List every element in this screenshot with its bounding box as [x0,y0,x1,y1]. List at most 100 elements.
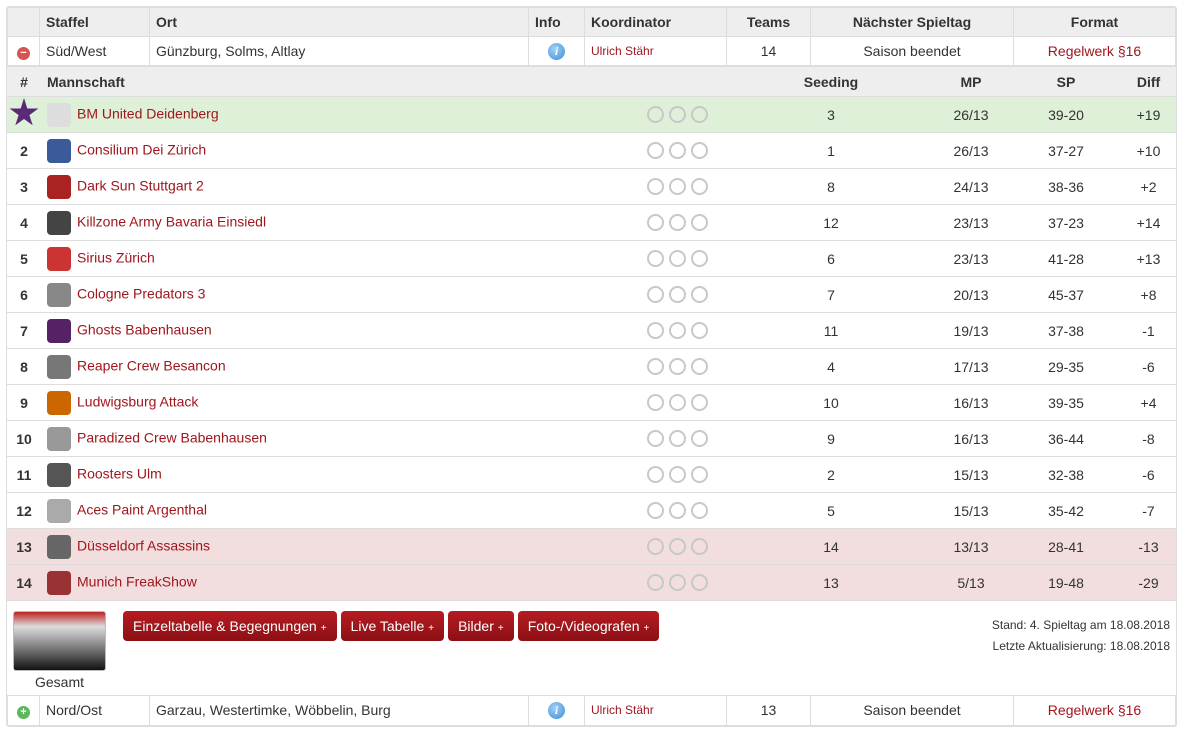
bilder-button[interactable]: Bilder + [448,611,514,641]
team-photo-icon[interactable] [669,178,686,196]
table-row[interactable]: 5 Sirius Zürich 6 23/13 41-28 +13 [7,240,1176,277]
history-icon[interactable] [647,286,664,304]
player-icon[interactable] [691,430,708,448]
match-points: 19/13 [931,312,1011,349]
division-row[interactable]: + Nord/Ost Garzau, Westertimke, Wöbbelin… [7,696,1176,726]
player-icon[interactable] [691,286,708,304]
team-name-link[interactable]: Cologne Predators 3 [77,285,206,302]
history-icon[interactable] [647,322,664,340]
table-row[interactable]: 6 Cologne Predators 3 7 20/13 45-37 +8 [7,276,1176,313]
team-photo-icon[interactable] [669,538,686,556]
table-row[interactable]: 9 Ludwigsburg Attack 10 16/13 39-35 +4 [7,384,1176,421]
player-icon[interactable] [691,250,708,268]
history-icon[interactable] [647,178,664,196]
info-icon[interactable]: i [548,43,565,60]
history-icon[interactable] [647,538,664,556]
team-photo-icon[interactable] [669,250,686,268]
player-icon[interactable] [691,106,708,124]
history-icon[interactable] [647,250,664,268]
table-row[interactable]: 7 Ghosts Babenhausen 11 19/13 37-38 -1 [7,312,1176,349]
team-name-link[interactable]: Ludwigsburg Attack [77,393,199,410]
team-photo-icon[interactable] [669,358,686,376]
team-photo-icon[interactable] [669,394,686,412]
team-name-link[interactable]: Ghosts Babenhausen [77,321,212,338]
division-footer: Gesamt Einzeltabelle & Begegnungen + Live … [7,601,1176,696]
table-row[interactable]: 13 Düsseldorf Assassins 14 13/13 28-41 -… [7,528,1176,565]
player-icon[interactable] [691,574,708,592]
player-icon[interactable] [691,178,708,196]
team-name-link[interactable]: Reaper Crew Besancon [77,357,226,374]
team-name-link[interactable]: BM United Deidenberg [77,105,219,122]
table-row[interactable]: 3 Dark Sun Stuttgart 2 8 24/13 38-36 +2 [7,168,1176,205]
format-link[interactable]: Regelwerk §16 [1013,36,1176,66]
player-icon[interactable] [691,466,708,484]
player-icon[interactable] [691,502,708,520]
team-name-link[interactable]: Consilium Dei Zürich [77,141,207,158]
table-row[interactable]: 11 Roosters Ulm 2 15/13 32-38 -6 [7,456,1176,493]
game-points: 37-38 [1011,312,1121,349]
match-points: 24/13 [931,168,1011,205]
collapse-icon[interactable]: − [17,46,30,60]
player-icon[interactable] [691,358,708,376]
table-row[interactable]: 10 Paradized Crew Babenhausen 9 16/13 36… [7,420,1176,457]
team-name-link[interactable]: Dark Sun Stuttgart 2 [77,177,204,194]
player-icon[interactable] [691,322,708,340]
team-photo-icon[interactable] [669,466,686,484]
difference: -7 [1121,492,1176,529]
team-name-link[interactable]: Roosters Ulm [77,465,162,482]
game-points: 37-27 [1011,132,1121,169]
table-row[interactable]: 8 Reaper Crew Besancon 4 17/13 29-35 -6 [7,348,1176,385]
team-photo-icon[interactable] [669,502,686,520]
difference: -1 [1121,312,1176,349]
table-row[interactable]: 2 Consilium Dei Zürich 1 26/13 37-27 +10 [7,132,1176,169]
format-link[interactable]: Regelwerk §16 [1013,696,1176,726]
player-icon[interactable] [691,538,708,556]
player-icon[interactable] [691,214,708,232]
division-row[interactable]: − Süd/West Günzburg, Solms, Altlay i Ulr… [7,36,1176,66]
team-photo-icon[interactable] [669,430,686,448]
history-icon[interactable] [647,142,664,160]
live-tabelle-button[interactable]: Live Tabelle + [340,611,445,641]
game-points: 41-28 [1011,240,1121,277]
difference: -29 [1121,564,1176,601]
coordinator-link[interactable]: Ulrich Stähr [584,36,727,66]
team-photo-icon[interactable] [669,574,686,592]
team-name-link[interactable]: Aces Paint Argenthal [77,501,207,518]
history-icon[interactable] [647,106,664,124]
table-row[interactable]: 4 Killzone Army Bavaria Einsiedl 12 23/1… [7,204,1176,241]
table-row[interactable]: 12 Aces Paint Argenthal 5 15/13 35-42 -7 [7,492,1176,529]
match-points: 23/13 [931,240,1011,277]
team-name-link[interactable]: Killzone Army Bavaria Einsiedl [77,213,267,230]
coordinator-link[interactable]: Ulrich Stähr [584,696,727,726]
history-icon[interactable] [647,502,664,520]
team-name-link[interactable]: Paradized Crew Babenhausen [77,429,267,446]
gesamt-thumbnail[interactable] [13,611,106,671]
team-photo-icon[interactable] [669,142,686,160]
team-photo-icon[interactable] [669,286,686,304]
standings-table: # Mannschaft Seeding MP SP Diff BM Unite… [7,66,1176,601]
history-icon[interactable] [647,394,664,412]
expand-icon[interactable]: + [17,705,30,719]
player-icon[interactable] [691,142,708,160]
history-icon[interactable] [647,430,664,448]
team-name-link[interactable]: Düsseldorf Assassins [77,537,211,554]
team-photo-icon[interactable] [669,214,686,232]
team-name-link[interactable]: Munich FreakShow [77,573,197,590]
history-icon[interactable] [647,466,664,484]
table-row[interactable]: 14 Munich FreakShow 13 5/13 19-48 -29 [7,564,1176,601]
difference: +13 [1121,240,1176,277]
info-icon[interactable]: i [548,702,565,720]
einzeltabelle-button[interactable]: Einzeltabelle & Begegnungen + [123,611,337,641]
history-icon[interactable] [647,358,664,376]
history-icon[interactable] [647,574,664,592]
difference: +10 [1121,132,1176,169]
team-photo-icon[interactable] [669,106,686,124]
team-logo [47,282,71,307]
fotografen-button[interactable]: Foto-/Videografen + [517,611,660,641]
history-icon[interactable] [647,214,664,232]
team-name-link[interactable]: Sirius Zürich [77,249,155,266]
seeding: 7 [731,276,931,313]
table-row[interactable]: BM United Deidenberg 3 26/13 39-20 +19 [7,96,1176,133]
team-photo-icon[interactable] [669,322,686,340]
player-icon[interactable] [691,394,708,412]
